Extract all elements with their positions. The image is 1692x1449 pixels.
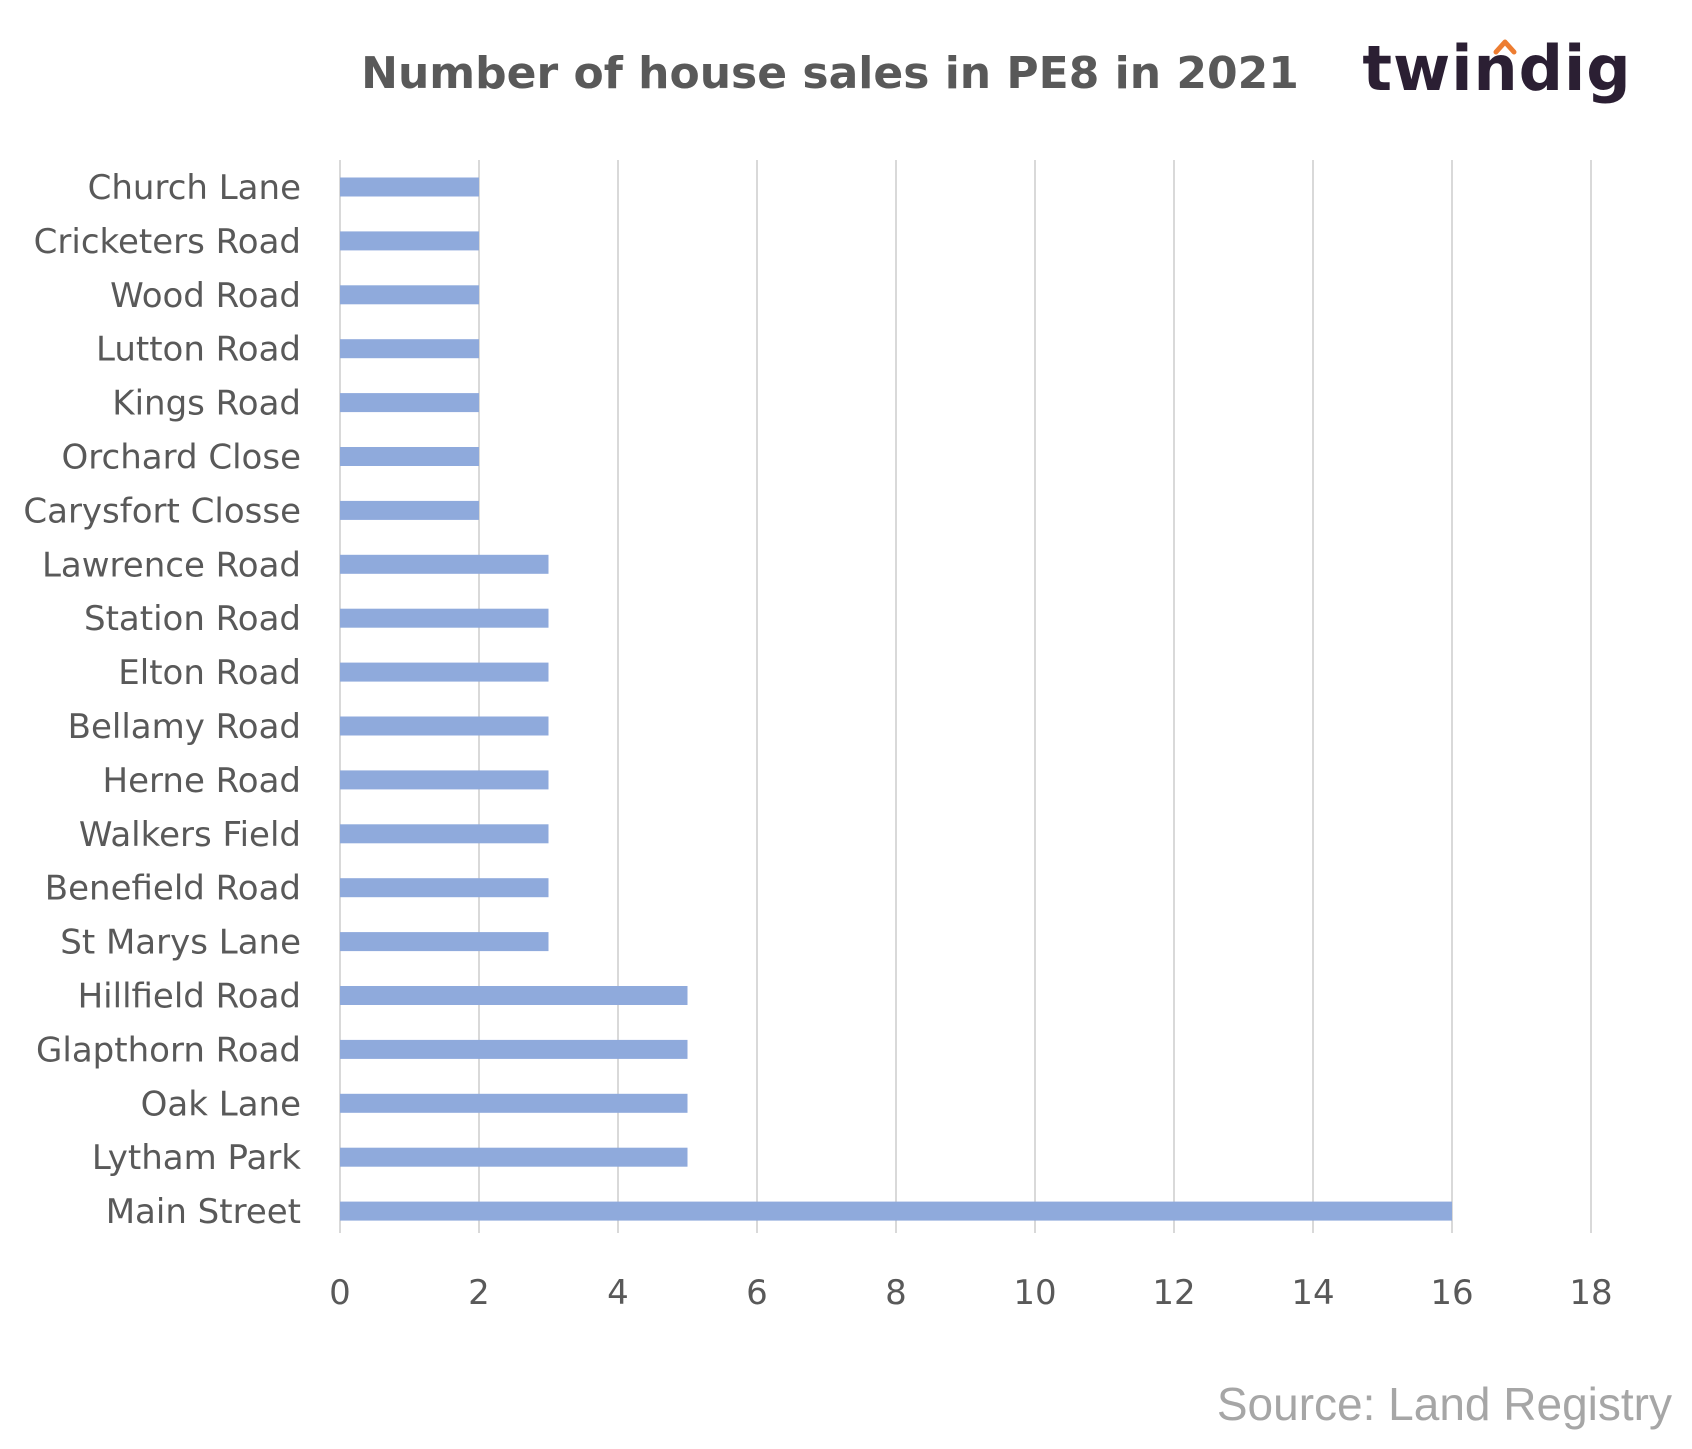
bar	[340, 770, 549, 790]
x-tick-label: 10	[1013, 1273, 1056, 1313]
x-tick-label: 16	[1430, 1273, 1473, 1313]
bar	[340, 986, 688, 1005]
bars	[340, 177, 1452, 1221]
bar	[340, 231, 479, 251]
bar	[340, 608, 549, 628]
category-label: Church Lane	[88, 168, 301, 208]
category-label: Cricketers Road	[34, 222, 301, 262]
bar	[340, 824, 549, 844]
logo-wordmark: twindig	[1362, 32, 1631, 105]
source-note: Source: Land Registry	[1217, 1378, 1672, 1430]
category-label: Station Road	[84, 599, 301, 639]
x-tick-label: 12	[1152, 1273, 1195, 1313]
bar	[340, 662, 549, 682]
category-label: Lytham Park	[92, 1138, 301, 1178]
chart-title: Number of house sales in PE8 in 2021	[361, 48, 1299, 99]
category-label: Main Street	[106, 1192, 301, 1232]
category-label: Bellamy Road	[68, 707, 301, 747]
gridlines	[339, 160, 1592, 1233]
bar	[340, 177, 479, 197]
x-tick-label: 4	[607, 1273, 629, 1313]
bar	[340, 339, 479, 359]
category-label: Glapthorn Road	[36, 1030, 301, 1070]
x-tick-label: 2	[468, 1273, 490, 1313]
bar	[340, 1147, 688, 1167]
category-label: St Marys Lane	[60, 923, 301, 963]
category-label: Orchard Close	[62, 438, 301, 478]
x-tick-label: 6	[746, 1273, 768, 1313]
bar	[340, 393, 479, 413]
category-label: Benefield Road	[45, 869, 301, 909]
bar	[340, 878, 549, 898]
category-label: Kings Road	[112, 384, 301, 424]
bar	[340, 1039, 688, 1059]
x-tick-label: 0	[329, 1273, 351, 1313]
category-label: Oak Lane	[141, 1084, 301, 1124]
category-label: Elton Road	[118, 653, 301, 693]
x-tick-label: 18	[1569, 1273, 1612, 1313]
x-tick-label: 14	[1291, 1273, 1334, 1313]
bar	[340, 500, 479, 520]
twindig-logo: twindig	[1362, 32, 1631, 105]
x-tick-label: 8	[885, 1273, 907, 1313]
category-label: Lawrence Road	[42, 545, 301, 585]
bar	[340, 285, 479, 305]
category-label: Wood Road	[110, 276, 301, 316]
bar	[340, 932, 549, 952]
category-label: Hillfield Road	[78, 977, 301, 1017]
category-label: Walkers Field	[79, 815, 301, 855]
bar	[340, 716, 549, 736]
category-label: Carysfort Closse	[23, 491, 301, 531]
category-label: Lutton Road	[96, 330, 301, 370]
x-tick-labels: 0 2 4 6 8 10 12 14 16 18	[329, 1273, 1612, 1313]
bar	[340, 1201, 1452, 1221]
category-labels: Church Lane Cricketers Road Wood Road Lutto…	[23, 168, 301, 1232]
bar	[340, 1093, 688, 1113]
bar	[340, 447, 479, 466]
bar	[340, 554, 549, 574]
category-label: Herne Road	[103, 761, 301, 801]
logo-accent-icon	[1493, 39, 1517, 55]
